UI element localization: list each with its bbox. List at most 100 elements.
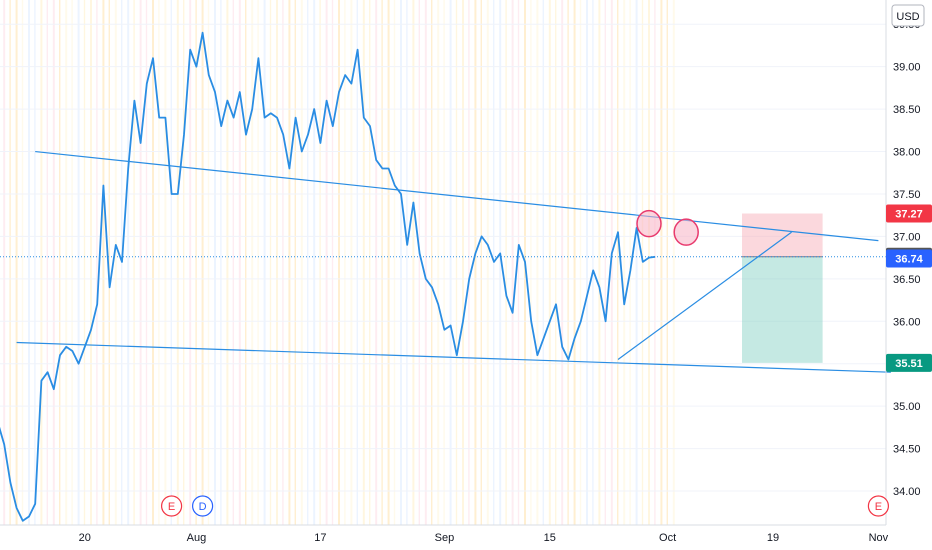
price-tick-label: 34.00	[893, 486, 921, 498]
session-band	[276, 0, 278, 525]
session-band	[443, 0, 445, 525]
session-band	[288, 0, 291, 525]
session-band	[52, 0, 55, 525]
session-band	[666, 0, 668, 525]
session-band	[369, 0, 371, 525]
session-band	[654, 0, 656, 525]
session-band	[201, 0, 204, 525]
horizontal-gridlines	[0, 23, 886, 492]
price-label-box	[886, 249, 932, 268]
time-axis[interactable]: 20 Aug 17 Sep 15 Oct 19 Nov	[79, 532, 889, 544]
session-band	[145, 0, 148, 525]
session-band	[114, 0, 117, 525]
price-line	[0, 31, 656, 522]
session-band	[660, 0, 663, 525]
session-band	[226, 0, 229, 525]
session-band	[567, 0, 569, 525]
session-band	[102, 0, 105, 525]
price-tick-label: 35.00	[893, 401, 921, 413]
highlight-markers[interactable]	[636, 209, 699, 246]
session-band	[344, 0, 346, 525]
short-position-tool[interactable]	[742, 213, 823, 363]
session-band	[307, 0, 309, 525]
price-axis[interactable]: 34.0034.5035.0035.5036.0036.5037.0037.50…	[893, 19, 921, 498]
session-band	[375, 0, 378, 525]
trendline[interactable]	[617, 231, 792, 360]
time-tick-label: 20	[79, 532, 91, 544]
event-badge[interactable]	[161, 495, 183, 517]
time-tick-label: 19	[767, 532, 779, 544]
session-band	[381, 0, 383, 525]
session-band	[238, 0, 241, 525]
session-band	[282, 0, 284, 525]
time-tick-label: Sep	[435, 532, 455, 544]
session-band	[350, 0, 353, 525]
session-band	[586, 0, 588, 525]
price-tick-label: 38.50	[893, 104, 921, 116]
session-band	[207, 0, 210, 525]
session-band	[325, 0, 328, 525]
session-band	[635, 0, 638, 525]
session-band	[393, 0, 396, 525]
take-profit-zone[interactable]	[742, 256, 823, 363]
price-tick-label: 37.00	[893, 231, 921, 243]
session-band	[108, 0, 110, 525]
session-band	[3, 0, 6, 525]
session-band	[9, 0, 11, 525]
time-tick-label: Nov	[869, 532, 889, 544]
session-band	[251, 0, 254, 525]
event-badge-label: D	[199, 501, 207, 513]
session-band	[28, 0, 30, 525]
session-band	[152, 0, 154, 525]
session-band	[648, 0, 650, 525]
session-band	[34, 0, 36, 525]
event-badge-label: E	[875, 501, 882, 513]
session-band	[406, 0, 408, 525]
price-series	[0, 31, 656, 522]
session-band	[517, 0, 520, 525]
session-band	[59, 0, 61, 525]
session-band	[96, 0, 98, 525]
stop-loss-zone[interactable]	[742, 213, 823, 257]
session-band	[46, 0, 48, 525]
session-band	[555, 0, 557, 525]
session-band	[672, 0, 675, 525]
session-band	[263, 0, 266, 525]
session-band	[15, 0, 18, 525]
trendline[interactable]	[35, 150, 879, 242]
price-label-text: 35.51	[895, 358, 923, 370]
session-band	[579, 0, 582, 525]
session-band	[480, 0, 482, 525]
vertical-session-bands	[3, 0, 675, 525]
session-band	[536, 0, 539, 525]
session-band	[183, 0, 185, 525]
session-band	[232, 0, 234, 525]
time-tick-label: 17	[314, 532, 326, 544]
session-band	[21, 0, 24, 525]
session-band	[65, 0, 68, 525]
highlight-circle[interactable]	[636, 209, 662, 238]
session-band	[474, 0, 477, 525]
session-band	[133, 0, 135, 525]
session-band	[313, 0, 316, 525]
session-band	[331, 0, 334, 525]
session-band	[189, 0, 192, 525]
session-band	[71, 0, 73, 525]
event-badge[interactable]	[867, 495, 890, 517]
session-band	[257, 0, 259, 525]
session-band	[623, 0, 626, 525]
trendlines[interactable]	[16, 150, 891, 373]
event-badge[interactable]	[192, 495, 214, 517]
session-band	[530, 0, 532, 525]
session-band	[245, 0, 247, 525]
highlight-circle[interactable]	[673, 218, 699, 246]
session-band	[319, 0, 321, 525]
session-band	[592, 0, 594, 525]
trendline[interactable]	[16, 341, 891, 373]
currency-button[interactable]: USD	[891, 4, 925, 27]
session-band	[90, 0, 92, 525]
session-band	[412, 0, 415, 525]
